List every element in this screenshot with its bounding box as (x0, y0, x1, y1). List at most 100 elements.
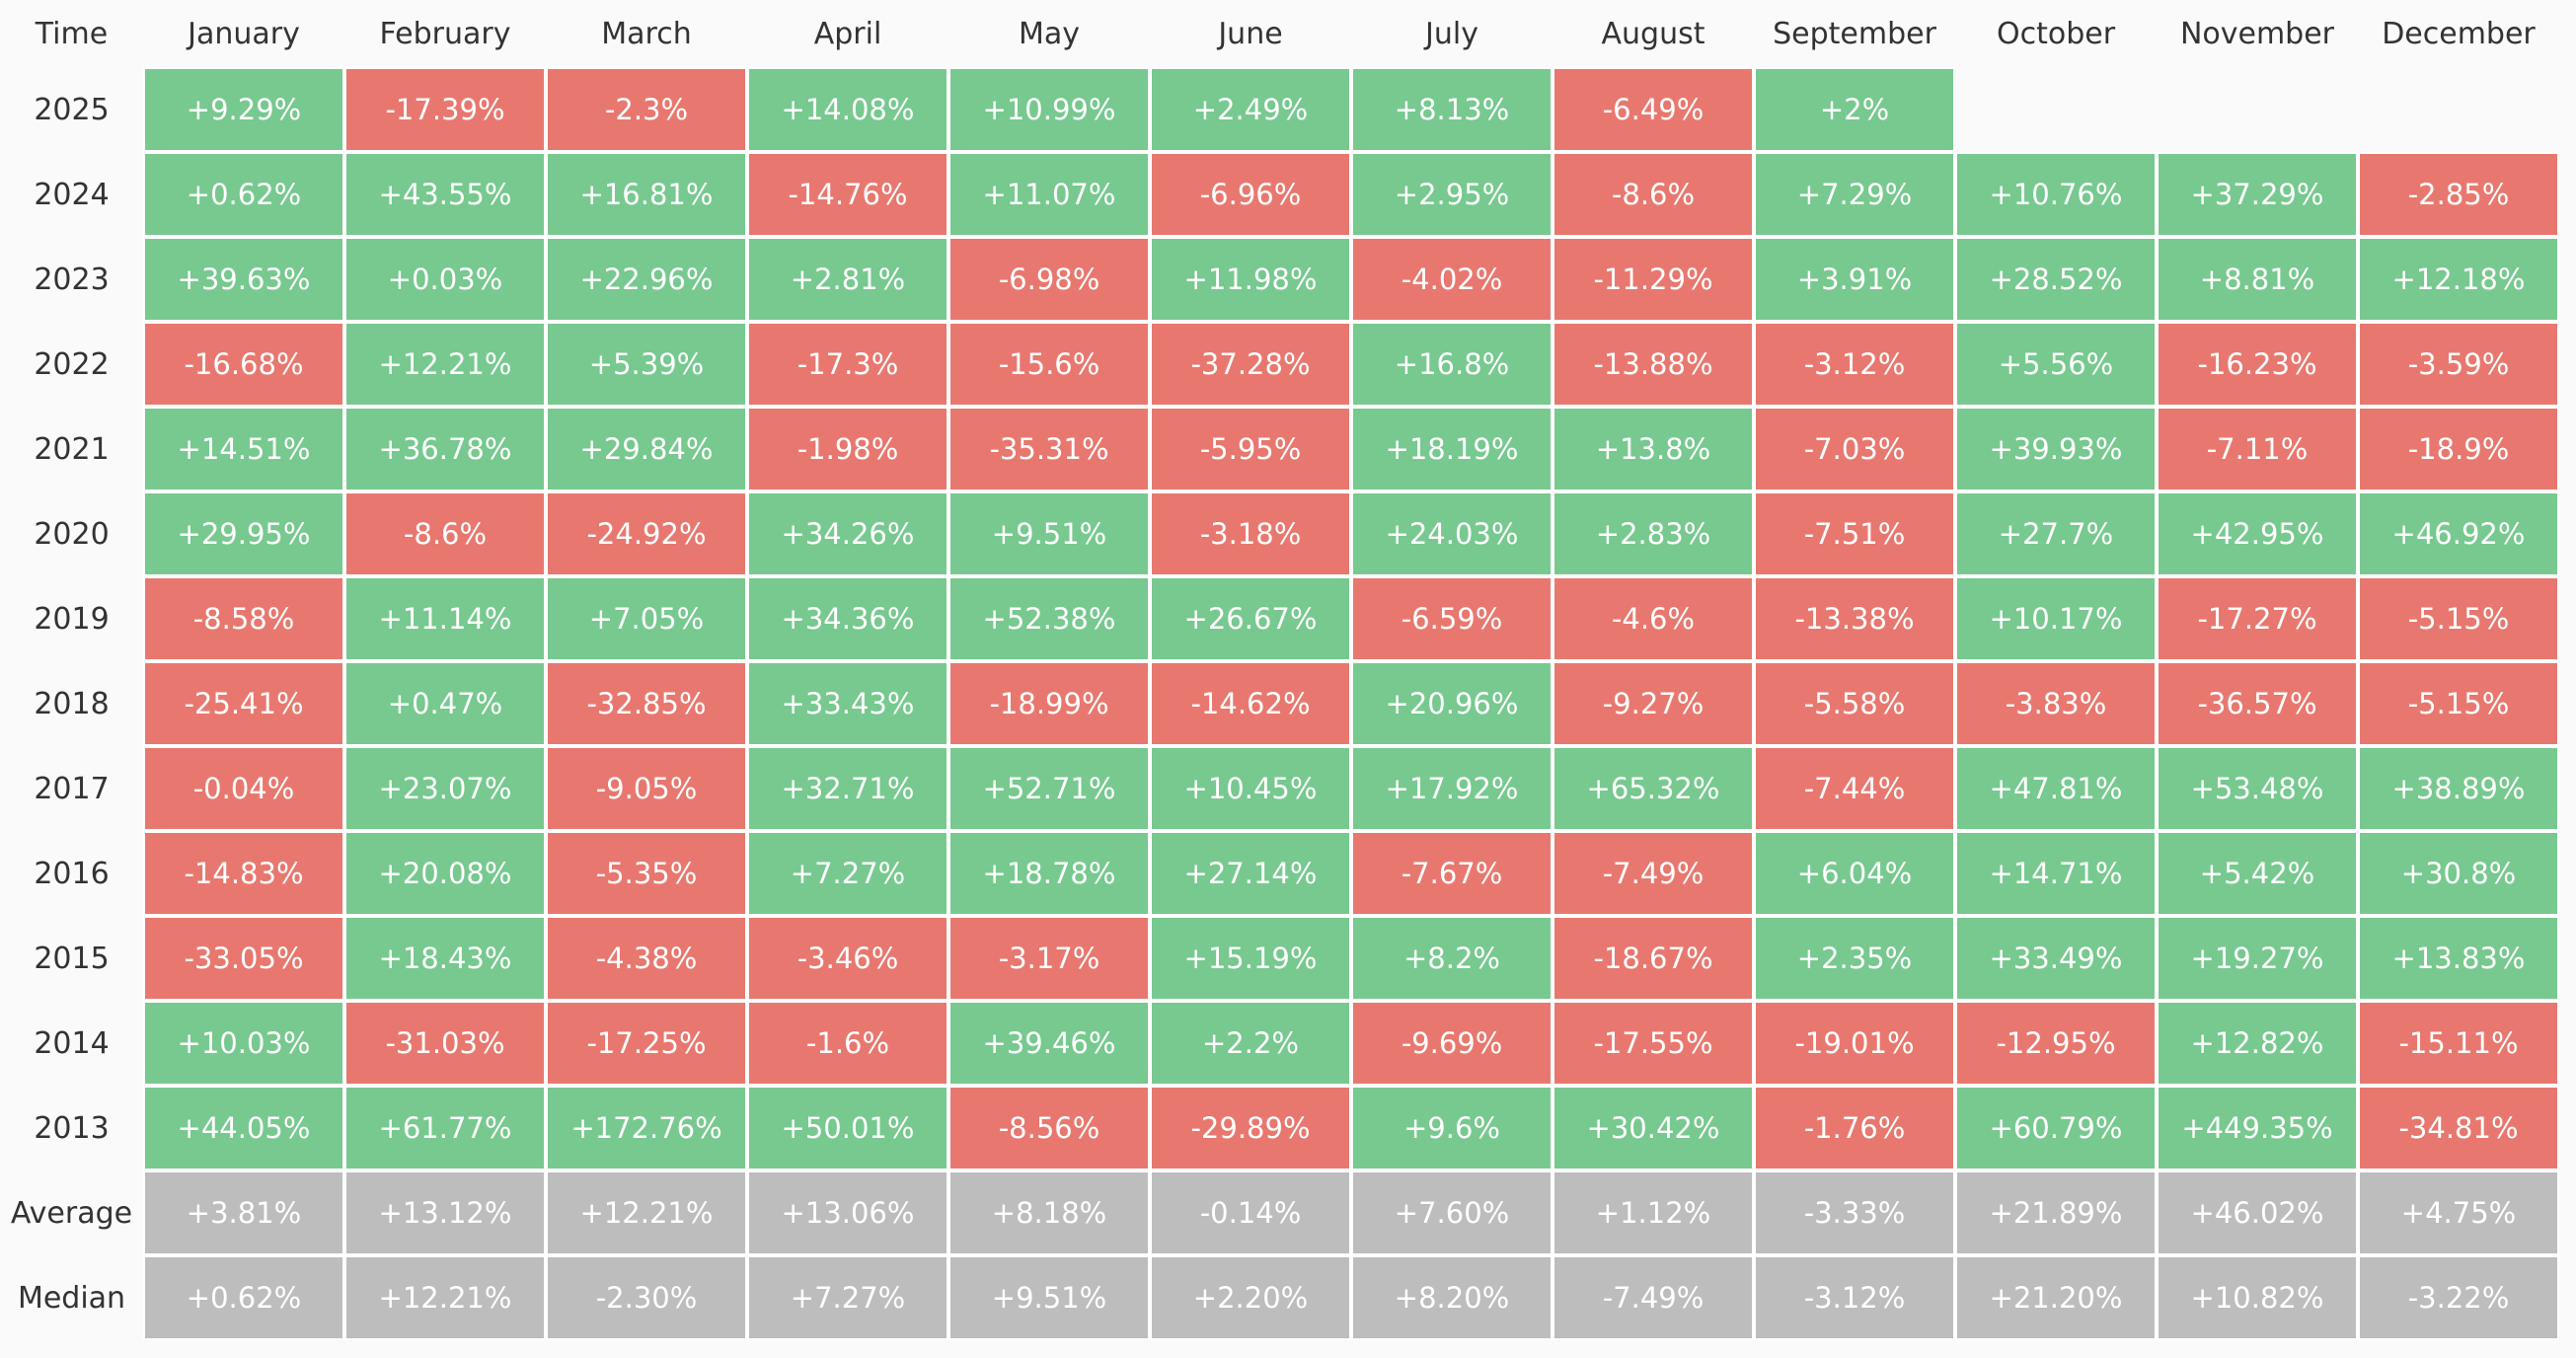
return-cell: -32.85% (546, 661, 747, 746)
return-cell: +16.8% (1351, 322, 1553, 407)
return-cell: +16.81% (546, 152, 747, 237)
return-cell: +10.82% (2157, 1255, 2358, 1340)
return-cell: +10.17% (1955, 576, 2157, 661)
return-cell: -17.39% (344, 67, 546, 152)
return-cell: -8.6% (1553, 152, 1754, 237)
return-cell: +37.29% (2157, 152, 2358, 237)
return-cell: -5.15% (2358, 576, 2559, 661)
return-cell: +2.49% (1150, 67, 1351, 152)
return-cell: +9.29% (143, 67, 344, 152)
row-label: 2023 (34, 262, 110, 297)
return-cell: +11.07% (948, 152, 1150, 237)
return-cell: -12.95% (1955, 1001, 2157, 1086)
return-cell: +60.79% (1955, 1086, 2157, 1170)
row-label: Average (10, 1195, 133, 1231)
return-cell: +52.71% (948, 746, 1150, 831)
return-cell: -7.49% (1553, 831, 1754, 916)
return-cell: +2% (1754, 67, 1955, 152)
return-cell: -9.27% (1553, 661, 1754, 746)
return-cell: -35.31% (948, 407, 1150, 491)
return-cell: +30.42% (1553, 1086, 1754, 1170)
row-label: 2021 (34, 431, 110, 467)
return-cell: +44.05% (143, 1086, 344, 1170)
return-cell: -5.35% (546, 831, 747, 916)
return-cell: +13.83% (2358, 916, 2559, 1001)
return-cell: +29.84% (546, 407, 747, 491)
return-cell: +0.62% (143, 1255, 344, 1340)
return-cell: -7.11% (2157, 407, 2358, 491)
row-label: 2013 (34, 1110, 110, 1146)
return-cell: +43.55% (344, 152, 546, 237)
return-cell: +19.27% (2157, 916, 2358, 1001)
return-cell: +27.14% (1150, 831, 1351, 916)
return-cell: +61.77% (344, 1086, 546, 1170)
return-cell: -3.83% (1955, 661, 2157, 746)
return-cell: -13.88% (1553, 322, 1754, 407)
return-cell: +21.20% (1955, 1255, 2157, 1340)
row-label: 2014 (34, 1025, 110, 1061)
return-cell: -2.85% (2358, 152, 2559, 237)
return-cell: -1.76% (1754, 1086, 1955, 1170)
return-cell: +33.49% (1955, 916, 2157, 1001)
column-header: February (379, 16, 511, 51)
return-cell: +53.48% (2157, 746, 2358, 831)
row-label: 2022 (34, 346, 110, 382)
return-cell: -9.69% (1351, 1001, 1553, 1086)
return-cell: -11.29% (1553, 237, 1754, 322)
return-cell: +39.63% (143, 237, 344, 322)
return-cell: -18.9% (2358, 407, 2559, 491)
return-cell: +12.21% (344, 322, 546, 407)
return-cell: +34.26% (747, 491, 948, 576)
return-cell: +9.51% (948, 491, 1150, 576)
return-cell: +10.99% (948, 67, 1150, 152)
return-cell: -16.68% (143, 322, 344, 407)
return-cell: +12.21% (344, 1255, 546, 1340)
return-cell: +11.98% (1150, 237, 1351, 322)
return-cell: -5.58% (1754, 661, 1955, 746)
return-cell: -1.6% (747, 1001, 948, 1086)
column-header: December (2382, 16, 2536, 51)
return-cell: +0.47% (344, 661, 546, 746)
return-cell: -0.04% (143, 746, 344, 831)
return-cell: +46.92% (2358, 491, 2559, 576)
return-cell: +50.01% (747, 1086, 948, 1170)
return-cell: +0.62% (143, 152, 344, 237)
return-cell: -14.62% (1150, 661, 1351, 746)
return-cell: +7.60% (1351, 1170, 1553, 1255)
return-cell: +20.08% (344, 831, 546, 916)
return-cell: -2.30% (546, 1255, 747, 1340)
return-cell: +13.12% (344, 1170, 546, 1255)
return-cell: +9.51% (948, 1255, 1150, 1340)
return-cell: +2.20% (1150, 1255, 1351, 1340)
row-label: 2016 (34, 856, 110, 891)
return-cell: +3.81% (143, 1170, 344, 1255)
return-cell: +10.03% (143, 1001, 344, 1086)
return-cell: +13.8% (1553, 407, 1754, 491)
return-cell: -3.59% (2358, 322, 2559, 407)
return-cell: -33.05% (143, 916, 344, 1001)
return-cell: +32.71% (747, 746, 948, 831)
return-cell: +14.71% (1955, 831, 2157, 916)
return-cell: -6.98% (948, 237, 1150, 322)
return-cell: +42.95% (2157, 491, 2358, 576)
return-cell: -1.98% (747, 407, 948, 491)
return-cell: +26.67% (1150, 576, 1351, 661)
return-cell: -18.67% (1553, 916, 1754, 1001)
return-cell: -3.22% (2358, 1255, 2559, 1340)
return-cell: -8.58% (143, 576, 344, 661)
return-cell: +14.08% (747, 67, 948, 152)
return-cell: +47.81% (1955, 746, 2157, 831)
return-cell: -18.99% (948, 661, 1150, 746)
return-cell: +8.13% (1351, 67, 1553, 152)
column-header: January (188, 16, 300, 51)
return-cell: +18.19% (1351, 407, 1553, 491)
return-cell: +8.18% (948, 1170, 1150, 1255)
return-cell: +52.38% (948, 576, 1150, 661)
return-cell: -7.03% (1754, 407, 1955, 491)
return-cell: -14.76% (747, 152, 948, 237)
return-cell: +34.36% (747, 576, 948, 661)
column-header: Time (35, 16, 109, 51)
return-cell: -19.01% (1754, 1001, 1955, 1086)
return-cell: -15.11% (2358, 1001, 2559, 1086)
